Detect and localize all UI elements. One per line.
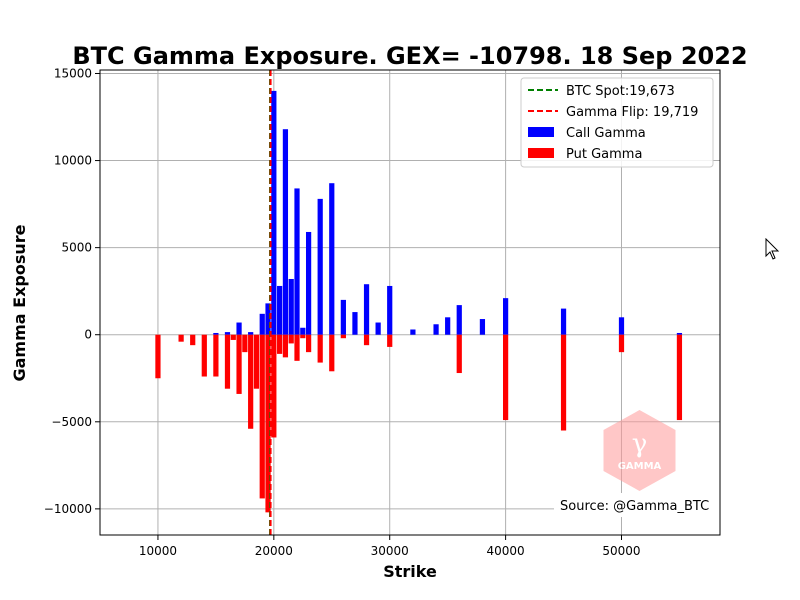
legend-call-swatch	[528, 127, 554, 137]
y-tick-label: 10000	[54, 154, 92, 168]
put-gamma-bar	[560, 334, 567, 431]
legend-put-swatch	[528, 148, 554, 158]
y-tick-label: −10000	[44, 502, 92, 516]
call-gamma-bar	[560, 308, 567, 335]
y-tick-label: −5000	[51, 415, 92, 429]
call-gamma-bar	[363, 284, 370, 335]
watermark-hexagon	[603, 410, 676, 491]
call-gamma-bar	[676, 332, 683, 335]
call-gamma-bar	[445, 317, 451, 335]
bars	[155, 90, 683, 513]
put-gamma-bar	[456, 334, 462, 374]
watermark-gamma-symbol: γ	[632, 429, 648, 459]
call-gamma-bar	[375, 322, 381, 335]
x-axis-label: Strike	[383, 562, 437, 581]
axis-ticks: 10000 20000 30000 40000 50000 −10000 −5000 0 500…	[44, 66, 641, 558]
legend-spot-label: BTC Spot:19,673	[566, 84, 675, 99]
put-gamma-bar	[300, 334, 306, 339]
call-gamma-bar	[294, 188, 300, 335]
put-gamma-bar	[317, 334, 323, 363]
put-gamma-bar	[213, 334, 219, 377]
put-gamma-bar	[224, 334, 231, 389]
put-gamma-bar	[155, 334, 161, 379]
x-tick-label: 50000	[602, 544, 640, 558]
y-tick-label: 15000	[54, 66, 92, 80]
legend-box	[520, 77, 714, 168]
put-gamma-bar	[248, 334, 254, 429]
call-gamma-bar	[352, 312, 358, 335]
put-gamma-bar	[190, 334, 196, 346]
put-gamma-bar	[230, 334, 236, 340]
legend: BTC Spot:19,673 Gamma Flip: 19,719 Call …	[520, 77, 714, 168]
put-gamma-bar	[265, 334, 271, 513]
chart-title: BTC Gamma Exposure. GEX= -10798. 18 Sep …	[72, 42, 747, 70]
x-tick-label: 30000	[371, 544, 409, 558]
call-gamma-bar	[317, 198, 323, 335]
x-tick-label: 20000	[255, 544, 293, 558]
call-gamma-bar	[329, 183, 335, 335]
watermark-gamma-text: GAMMA	[618, 461, 662, 472]
put-gamma-bar	[242, 334, 248, 353]
call-gamma-bar	[618, 317, 625, 335]
y-tick-label: 0	[84, 328, 92, 342]
call-gamma-bar	[433, 324, 439, 335]
put-gamma-bar	[178, 334, 184, 342]
put-gamma-bar	[618, 334, 625, 353]
put-gamma-bar	[294, 334, 300, 361]
source-label-bg	[554, 493, 720, 517]
call-gamma-bar	[259, 313, 265, 335]
call-gamma-bar	[340, 299, 346, 335]
put-gamma-bar	[288, 334, 294, 344]
put-gamma-bar	[363, 334, 370, 346]
call-gamma-bar	[387, 285, 393, 335]
put-gamma-bar	[329, 334, 335, 372]
put-gamma-bar	[253, 334, 260, 389]
call-gamma-bar	[236, 322, 242, 335]
legend-put-label: Put Gamma	[566, 147, 642, 162]
call-gamma-bar	[224, 332, 231, 335]
put-gamma-bar	[305, 334, 312, 353]
plot-frame	[99, 69, 721, 536]
call-gamma-bar	[305, 231, 312, 335]
call-gamma-bar	[265, 303, 271, 335]
legend-call-label: Call Gamma	[566, 126, 646, 141]
call-gamma-bar	[410, 329, 416, 335]
call-gamma-bar	[271, 90, 277, 335]
call-gamma-bar	[503, 298, 509, 335]
mouse-pointer-icon	[765, 238, 780, 260]
y-tick-label: 5000	[61, 241, 92, 255]
call-gamma-bar	[248, 332, 254, 335]
call-gamma-bar	[277, 285, 283, 335]
gamma-watermark: γ GAMMA	[603, 410, 676, 491]
call-gamma-bar	[288, 278, 294, 335]
reference-lines	[269, 70, 272, 535]
put-gamma-bar	[503, 334, 509, 421]
call-gamma-bar	[479, 319, 486, 335]
put-gamma-bar	[277, 334, 283, 354]
x-tick-label: 10000	[139, 544, 177, 558]
put-gamma-bar	[201, 334, 207, 377]
put-gamma-bar	[387, 334, 393, 347]
y-axis-label: Gamma Exposure	[10, 224, 29, 381]
put-gamma-bar	[271, 334, 277, 438]
put-gamma-bar	[282, 334, 289, 358]
put-gamma-bar	[236, 334, 242, 394]
legend-flip-label: Gamma Flip: 19,719	[566, 105, 698, 120]
put-gamma-bar	[340, 334, 346, 339]
call-gamma-bar	[282, 129, 289, 335]
x-tick-label: 40000	[487, 544, 525, 558]
put-gamma-bar	[676, 334, 683, 421]
source-label: Source: @Gamma_BTC	[560, 499, 709, 514]
call-gamma-bar	[300, 327, 306, 335]
call-gamma-bar	[213, 332, 219, 335]
call-gamma-bar	[456, 305, 462, 335]
put-gamma-bar	[259, 334, 265, 499]
